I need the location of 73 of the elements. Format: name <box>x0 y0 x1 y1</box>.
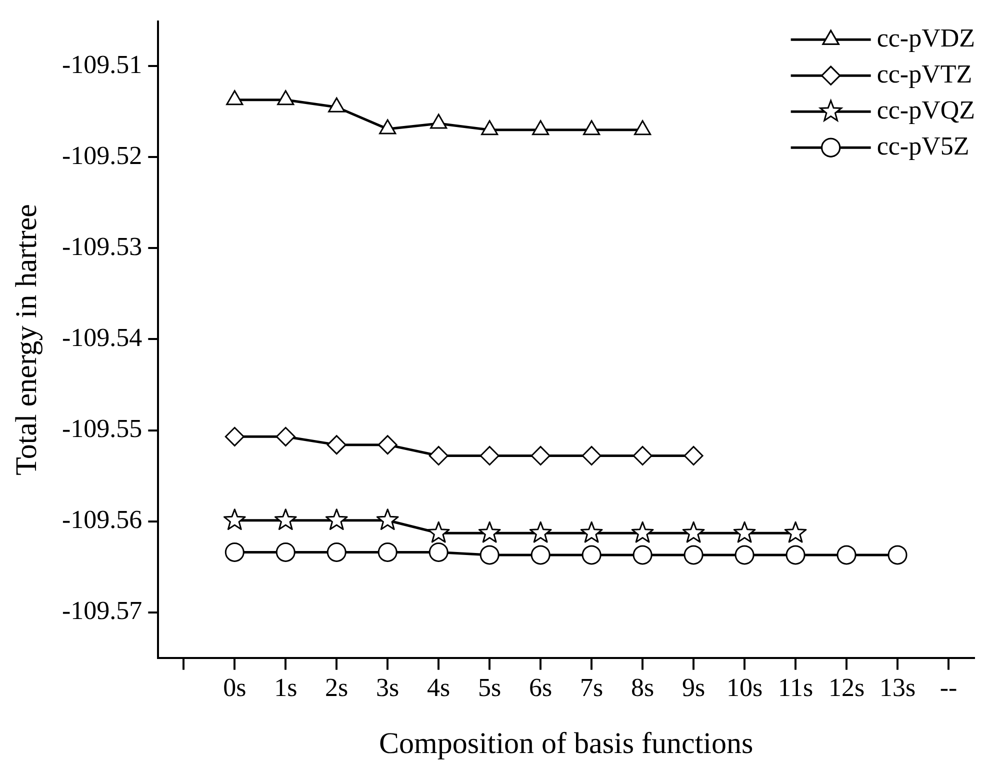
point <box>223 508 246 530</box>
point <box>326 435 346 455</box>
legend-label: cc-pVDZ <box>876 23 976 52</box>
point <box>632 446 652 466</box>
point <box>276 542 296 562</box>
point <box>480 446 500 466</box>
point <box>888 545 908 565</box>
point <box>836 545 856 565</box>
point <box>428 446 448 466</box>
point <box>682 521 705 543</box>
point <box>530 545 550 565</box>
point <box>478 521 501 543</box>
point <box>532 120 550 136</box>
x-tick-label: 13s <box>879 673 916 702</box>
point <box>328 97 346 112</box>
legend-label: cc-pV5Z <box>876 131 970 160</box>
legend-label: cc-pVTZ <box>876 59 972 88</box>
point <box>784 521 807 543</box>
point <box>684 446 704 466</box>
y-tick-label: -109.56 <box>62 505 142 534</box>
x-tick-label: 11s <box>778 673 814 702</box>
point <box>733 521 756 543</box>
point <box>480 545 500 565</box>
x-tick-label: 6s <box>529 673 552 702</box>
point <box>326 542 346 562</box>
x-axis-title: Composition of basis functions <box>378 726 754 760</box>
point <box>325 508 348 530</box>
x-tick-label: 2s <box>325 673 348 702</box>
point <box>378 542 398 562</box>
y-axis-title: Total energy in hartree <box>10 204 43 476</box>
point <box>684 545 704 565</box>
x-tick-label: 0s <box>223 673 246 702</box>
point <box>582 446 602 466</box>
legend-label: cc-pVQZ <box>876 95 976 124</box>
x-tick-label: 8s <box>631 673 654 702</box>
point <box>580 521 603 543</box>
point <box>786 545 806 565</box>
point <box>583 120 600 136</box>
point <box>430 114 448 129</box>
point <box>734 545 754 565</box>
point <box>428 542 448 562</box>
point <box>481 120 498 136</box>
point <box>274 508 297 530</box>
point <box>276 426 296 446</box>
point <box>277 90 294 106</box>
point <box>582 545 602 565</box>
x-tick-label: 5s <box>478 673 502 702</box>
x-tick-label: 10s <box>726 673 763 702</box>
x-tick-label: 3s <box>376 673 400 702</box>
y-tick-label: -109.54 <box>62 323 142 352</box>
point <box>634 120 652 136</box>
point <box>530 446 550 466</box>
point <box>631 521 654 543</box>
point <box>224 426 244 446</box>
point <box>379 119 396 134</box>
x-tick-label: 7s <box>580 673 604 702</box>
x-tick-label: 12s <box>828 673 865 702</box>
y-tick-label: -109.57 <box>62 596 142 626</box>
point <box>224 542 244 562</box>
x-tick-label: 1s <box>274 673 298 702</box>
x-tick-label: -- <box>940 673 958 702</box>
x-tick-label: 4s <box>427 673 450 702</box>
point <box>226 90 244 106</box>
point <box>529 521 552 543</box>
point <box>378 435 398 455</box>
x-tick-label: 9s <box>682 673 706 702</box>
y-tick-label: -109.52 <box>62 141 142 170</box>
y-tick-label: -109.55 <box>62 414 142 444</box>
point <box>632 545 652 565</box>
point <box>427 521 450 543</box>
point <box>376 508 399 530</box>
y-tick-label: -109.53 <box>62 232 142 262</box>
y-tick-label: -109.51 <box>62 50 142 80</box>
